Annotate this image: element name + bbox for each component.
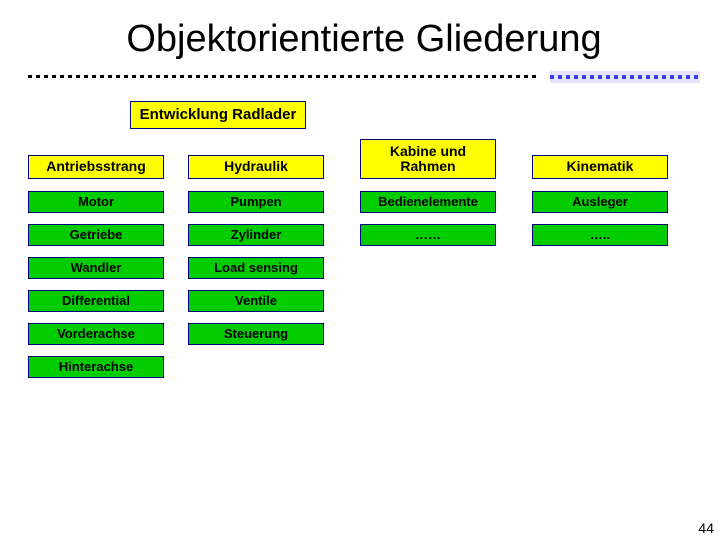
item-box: Load sensing xyxy=(188,257,324,279)
page-title: Objektorientierte Gliederung xyxy=(0,0,728,71)
item-box: …… xyxy=(360,224,496,246)
item-box: Ausleger xyxy=(532,191,668,213)
page-number: 44 xyxy=(698,520,714,536)
item-box: Pumpen xyxy=(188,191,324,213)
category-box: Kinematik xyxy=(532,155,668,179)
root-box: Entwicklung Radlader xyxy=(130,101,306,129)
category-box: Kabine und Rahmen xyxy=(360,139,496,179)
item-box: Bedienelemente xyxy=(360,191,496,213)
item-box: Steuerung xyxy=(188,323,324,345)
item-box: ….. xyxy=(532,224,668,246)
item-box: Vorderachse xyxy=(28,323,164,345)
dotted-divider-blue xyxy=(550,71,700,83)
item-box: Zylinder xyxy=(188,224,324,246)
category-box: Antriebsstrang xyxy=(28,155,164,179)
item-box: Ventile xyxy=(188,290,324,312)
item-box: Hinterachse xyxy=(28,356,164,378)
item-box: Getriebe xyxy=(28,224,164,246)
item-box: Wandler xyxy=(28,257,164,279)
dotted-divider-black xyxy=(28,75,538,78)
item-box: Differential xyxy=(28,290,164,312)
category-box: Hydraulik xyxy=(188,155,324,179)
divider-row xyxy=(28,71,700,85)
item-box: Motor xyxy=(28,191,164,213)
